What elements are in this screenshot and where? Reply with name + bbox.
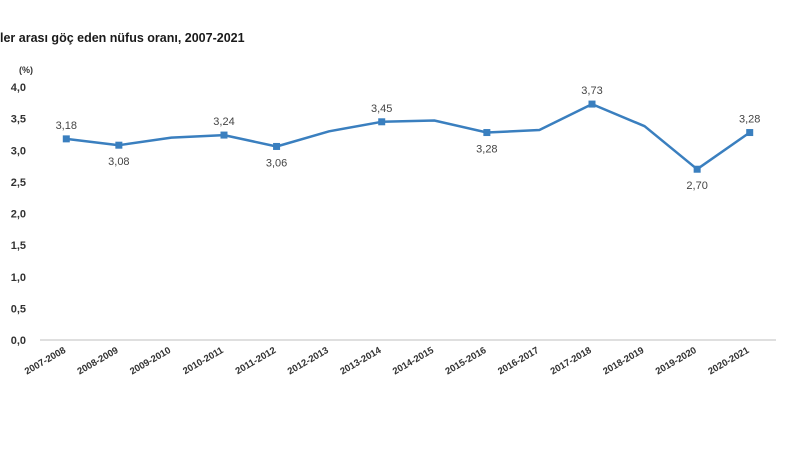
y-tick-label: 1,0 <box>11 272 26 284</box>
x-tick-label: 2016-2017 <box>496 345 541 377</box>
data-point-marker <box>693 165 701 173</box>
data-point-marker <box>483 129 491 137</box>
chart-title: ler arası göç eden nüfus oranı, 2007-202… <box>0 31 245 45</box>
data-point-marker <box>273 142 281 150</box>
y-tick-label: 0,5 <box>11 303 26 315</box>
x-tick-label: 2008-2009 <box>76 345 121 377</box>
data-label: 3,28 <box>476 144 497 156</box>
label-layer: 3,18 3,08 3,24 3,06 3,45 3,28 3,73 2,70 3,28 <box>56 85 761 192</box>
series-line-layer <box>66 102 751 171</box>
x-tick-label: 2009-2010 <box>128 345 173 377</box>
data-point-marker <box>588 100 596 108</box>
y-tick-label: 4,0 <box>11 82 26 94</box>
data-point-marker <box>62 135 70 143</box>
series-line <box>66 102 751 171</box>
y-tick-label: 3,0 <box>11 145 26 157</box>
data-point-marker <box>378 118 386 126</box>
data-label: 3,18 <box>56 120 77 132</box>
y-tick-label: 0,0 <box>11 335 26 347</box>
x-tick-label: 2010-2011 <box>181 345 226 377</box>
data-label: 3,24 <box>213 116 234 128</box>
x-tick-label: 2011-2012 <box>234 345 278 377</box>
x-tick-label: 2014-2015 <box>391 345 436 378</box>
data-label: 2,70 <box>686 180 707 192</box>
x-tick-label: 2020-2021 <box>706 345 751 378</box>
y-tick-label: 2,5 <box>11 177 26 189</box>
x-tick-label: 2013-2014 <box>338 345 383 378</box>
data-point-marker <box>115 141 123 149</box>
data-label: 3,28 <box>739 114 760 126</box>
data-point-marker <box>746 129 754 137</box>
y-axis-unit-label: (%) <box>19 65 33 75</box>
y-tick-label: 2,0 <box>11 209 26 221</box>
data-point-marker <box>220 131 228 139</box>
x-tick-label: 2015-2016 <box>444 345 489 377</box>
x-tick-label: 2012-2013 <box>286 345 331 377</box>
x-tick-label: 2019-2020 <box>654 345 699 377</box>
y-tick-label: 1,5 <box>11 240 26 252</box>
x-tick-label: 2007-2008 <box>23 345 68 377</box>
x-tick-label: 2017-2018 <box>549 345 594 377</box>
data-label: 3,73 <box>581 85 602 97</box>
marker-layer <box>62 100 754 173</box>
data-label: 3,08 <box>108 156 129 168</box>
x-tick-label: 2018-2019 <box>601 345 646 377</box>
y-tick-label: 3,5 <box>11 114 26 126</box>
data-label: 3,45 <box>371 103 392 115</box>
data-label: 3,06 <box>266 157 287 169</box>
